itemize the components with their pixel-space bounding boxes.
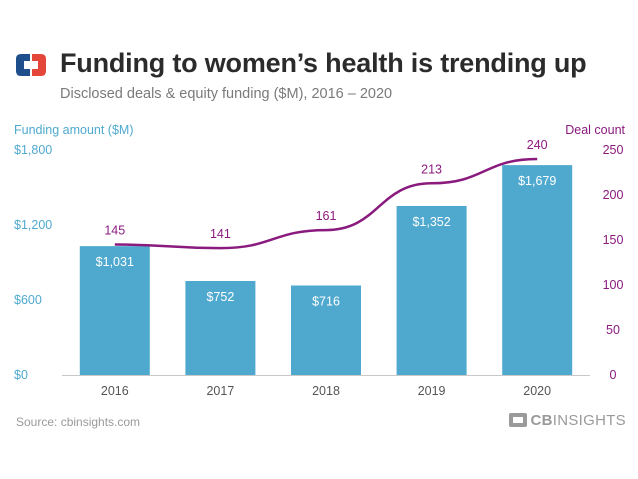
left-axis-tick-label: $1,800 <box>14 143 52 157</box>
funding-bar-label: $752 <box>206 290 234 304</box>
brand-insights: INSIGHTS <box>552 411 626 429</box>
right-axis-tick-label: 100 <box>603 278 624 292</box>
x-axis-tick-label: 2020 <box>523 384 551 398</box>
right-axis-tick-label: 0 <box>610 368 617 382</box>
right-axis-tick-label: 200 <box>603 188 624 202</box>
cb-insights-brand: CB INSIGHTS <box>509 410 626 430</box>
right-axis-tick-label: 250 <box>603 143 624 157</box>
chart-subtitle: Disclosed deals & equity funding ($M), 2… <box>60 86 393 102</box>
funding-bar-label: $1,679 <box>518 174 556 188</box>
funding-bar-label: $1,352 <box>412 215 450 229</box>
deal-count-label: 141 <box>210 227 231 241</box>
cb-insights-logo-icon <box>16 54 46 76</box>
funding-bar-label: $716 <box>312 295 340 309</box>
left-axis-tick-label: $0 <box>14 368 28 382</box>
deal-count-label: 240 <box>527 138 548 152</box>
funding-bar <box>291 285 361 375</box>
funding-bar <box>185 281 256 375</box>
funding-bar-label: $1,031 <box>96 255 134 269</box>
source-note: Source: cbinsights.com <box>16 415 141 429</box>
funding-bar <box>79 246 150 375</box>
deal-count-line <box>114 157 538 250</box>
x-axis-tick-label: 2018 <box>312 384 340 398</box>
right-axis-tick-label: 150 <box>603 233 624 247</box>
x-axis-tick-label: 2016 <box>101 384 129 398</box>
cb-insights-mark-icon <box>509 413 528 427</box>
x-axis-tick-label: 2017 <box>206 384 234 398</box>
left-axis-title: Funding amount ($M) <box>14 123 134 137</box>
right-axis-title: Deal count <box>565 123 625 137</box>
funding-bar <box>396 206 467 375</box>
x-axis-tick-label: 2019 <box>418 384 446 398</box>
chart-title: Funding to women’s health is trending up <box>60 48 587 78</box>
deal-count-label: 145 <box>104 224 125 238</box>
deal-count-label: 213 <box>421 162 442 176</box>
brand-cb: CB <box>530 411 553 429</box>
deal-count-label: 161 <box>316 209 337 223</box>
right-axis-tick-label: 50 <box>606 323 620 337</box>
left-axis-tick-label: $600 <box>14 293 42 307</box>
funding-bar <box>502 165 573 375</box>
left-axis-tick-label: $1,200 <box>14 218 52 232</box>
